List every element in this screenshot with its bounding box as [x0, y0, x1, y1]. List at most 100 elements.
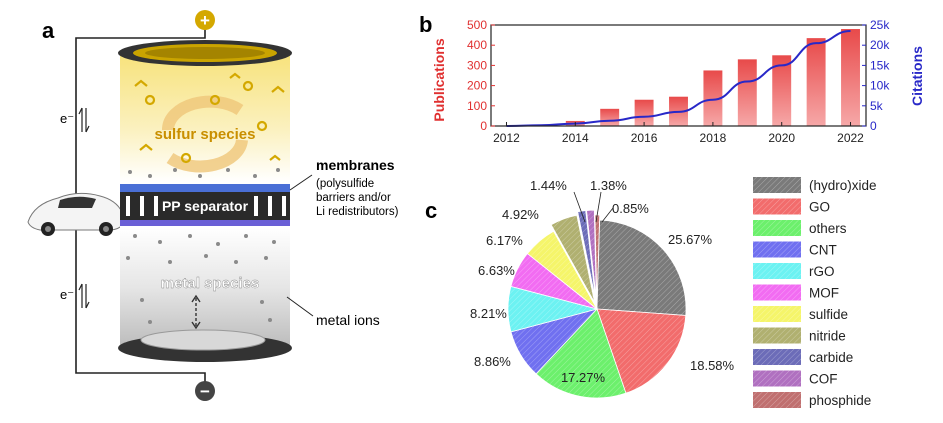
legend-label-rgo: rGO — [809, 264, 835, 279]
panel-label-a: a — [42, 18, 55, 43]
pie-label-rgo: 8.21% — [470, 306, 507, 321]
metal-anode — [140, 329, 266, 351]
x-tick-label: 2018 — [700, 131, 727, 145]
legend-swatch-hatch-nitride — [753, 327, 801, 344]
electric-car-icon — [27, 192, 125, 236]
x-tick-label: 2022 — [837, 131, 864, 145]
y-tick-label: 300 — [467, 58, 487, 72]
pie-slices — [507, 209, 687, 399]
legend-label-sulfide: sulfide — [809, 307, 848, 322]
y2-tick-label: 0 — [870, 119, 877, 133]
legend-swatch-hatch-sulfide — [753, 306, 801, 322]
legend-swatch-hatch-rgo — [753, 263, 801, 279]
pie-label-mof: 6.63% — [478, 263, 515, 278]
pie-slice-hatch-hydroxide — [597, 220, 686, 316]
electron-arrows-bottom — [78, 283, 90, 309]
anode-region — [120, 228, 290, 346]
y-tick-label: 0 — [480, 119, 487, 133]
legend-swatch-hatch-others — [753, 220, 801, 236]
legend-swatch-hatch-carbide — [753, 349, 801, 365]
citations-line — [506, 30, 851, 127]
y-tick-label: 400 — [467, 38, 487, 52]
separator-pores — [126, 196, 286, 216]
plus-sign: + — [200, 11, 210, 30]
legend-swatch-hatch-hydroxide — [753, 177, 801, 193]
pie-legend: (hydro)xide GO others CNT rGO MOF sulfide nitri… — [753, 177, 877, 408]
membranes-leader — [289, 174, 313, 191]
positive-terminal — [195, 10, 215, 30]
pie-label-phosphide: 0.85% — [612, 201, 649, 216]
membrane-top — [120, 184, 290, 192]
pie-slice-hatch-phosphide — [594, 215, 600, 305]
legend-label-others: others — [809, 221, 847, 236]
metal-ions-leader — [286, 296, 314, 317]
y-axis-label-publications: Publications — [431, 38, 447, 121]
leader-carbide — [573, 191, 586, 223]
membrane-bottom — [120, 220, 290, 226]
pie-slice-hatch-cnt — [510, 309, 597, 374]
panel-label-b: b — [419, 12, 432, 37]
pie-label-cof: 1.38% — [590, 178, 627, 193]
minus-sign: − — [200, 382, 210, 401]
pie-label-sulfide: 6.17% — [486, 233, 523, 248]
legend-swatch-hatch-go — [753, 198, 801, 215]
plot-frame — [490, 24, 867, 127]
ion-flow-arrow — [191, 294, 201, 330]
panel-label-c: c — [425, 198, 437, 223]
chart-b-axes: 0 100 200 300 400 500 0 5k 10k 15k 20k 25k 2012 2014 2… — [467, 18, 890, 145]
legend-label-phosphide: phosphide — [809, 393, 871, 408]
electron-label-bottom: e⁻ — [60, 287, 74, 302]
pie-label-others: 17.27% — [561, 370, 606, 385]
membranes-title: membranes — [316, 157, 395, 173]
bar-2019 — [737, 59, 757, 127]
leader-phosphide — [601, 207, 614, 223]
bar-2015 — [600, 108, 620, 126]
legend-label-cof: COF — [809, 372, 838, 387]
pp-separator — [120, 192, 290, 220]
x-tick-label: 2020 — [768, 131, 795, 145]
pie-percent-labels: 25.67% 18.58% 17.27% 8.86% 8.21% 6.63% 6.17% 4.… — [470, 178, 735, 385]
y2-tick-label: 5k — [870, 99, 884, 113]
membranes-desc-1: (polysulfide — [316, 178, 374, 190]
schematic-panel: a + − e⁻ e⁻ — [27, 10, 399, 401]
legend-label-nitride: nitride — [809, 329, 846, 344]
x-tick-label: 2016 — [631, 131, 658, 145]
pie-slice-hatch-cof — [586, 210, 597, 300]
bar-2016 — [634, 99, 654, 126]
legend-label-carbide: carbide — [809, 350, 853, 365]
electron-arrows-top — [78, 107, 90, 133]
chart-c: c 25.67% 18.58% 17.27% 8.86% 8.21% 6.63% 6.17%… — [425, 177, 877, 408]
legend-swatch-hatch-cof — [753, 370, 801, 387]
leader-cof — [595, 191, 602, 223]
negative-terminal — [195, 381, 215, 401]
pie-label-carbide: 1.44% — [530, 178, 567, 193]
bar-2021 — [806, 38, 826, 126]
bar-2020 — [772, 55, 792, 126]
sulfur-cycle-arrows — [161, 95, 248, 173]
legend-swatch-hatch-mof — [753, 284, 801, 301]
legend-label-mof: MOF — [809, 286, 839, 301]
sulfur-species-label: sulfur species — [155, 126, 256, 143]
pie-slice-hatch-nitride — [551, 215, 595, 303]
pp-separator-label: PP separator — [162, 198, 249, 214]
polysulfide-particles — [134, 72, 285, 164]
pie-slice-hatch-others — [536, 309, 626, 398]
y2-tick-label: 25k — [870, 18, 890, 32]
x-tick-label: 2014 — [562, 131, 589, 145]
pie-label-cnt: 8.86% — [474, 354, 511, 369]
metal-ions-label: metal ions — [316, 312, 380, 328]
legend-swatch-hatch-phosphide — [753, 392, 801, 408]
pie-label-hydroxide: 25.67% — [668, 232, 713, 247]
legend-label-cnt: CNT — [809, 243, 837, 258]
bar-2022 — [841, 29, 860, 126]
pie-slice-hatch-carbide — [577, 210, 596, 300]
legend-swatch-hatch-cnt — [753, 241, 801, 258]
membranes-desc-2: barriers and/or — [316, 192, 391, 204]
y2-tick-label: 10k — [870, 79, 890, 93]
y2-axis-label-citations: Citations — [909, 46, 925, 106]
y-tick-label: 200 — [467, 79, 487, 93]
membranes-desc-3: Li redistributors) — [316, 206, 399, 218]
pie-label-nitride: 4.92% — [502, 207, 539, 222]
chart-b: b 0 100 200 300 400 500 0 5k 10k 15k 20k 25k 2012 201… — [419, 12, 925, 145]
